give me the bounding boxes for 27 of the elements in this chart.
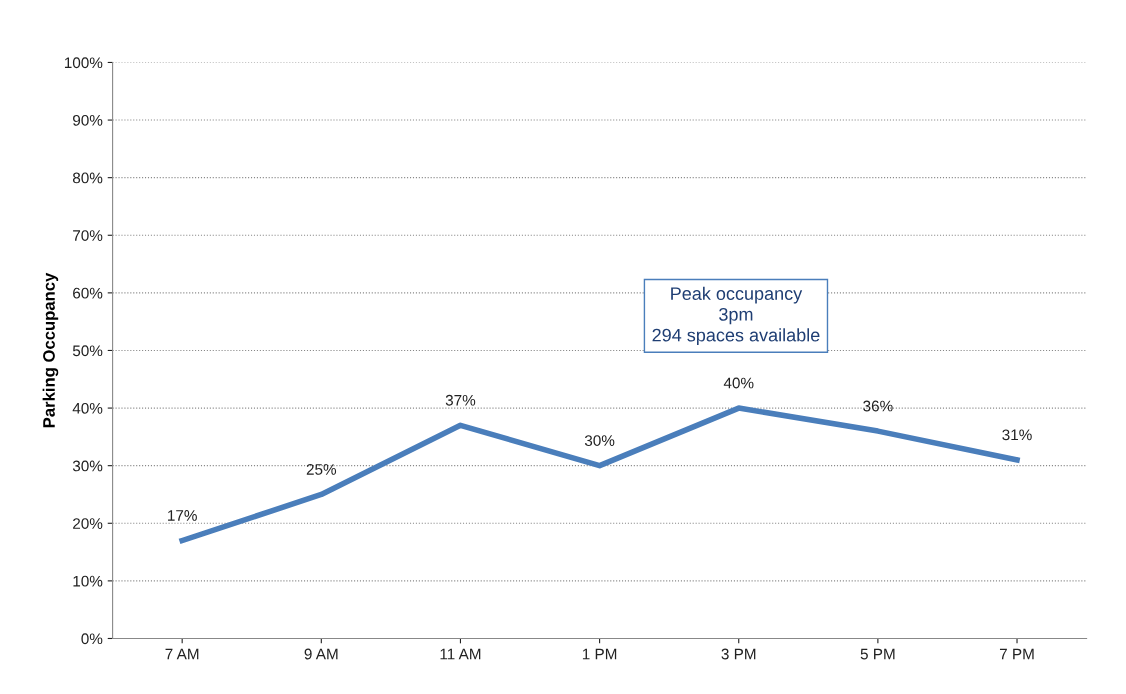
x-tick-label: 1 PM — [582, 648, 617, 660]
x-tick-label: 11 AM — [440, 648, 481, 660]
y-tick-label: 30% — [72, 460, 103, 472]
data-label: 36% — [863, 400, 893, 412]
data-label: 31% — [1002, 429, 1032, 441]
y-axis-title: Parking Occupancy — [42, 272, 59, 428]
y-tick-label: 0% — [81, 633, 103, 645]
annotation: Peak occupancy 3pm 294 spaces available — [652, 286, 820, 346]
y-tick-label: 70% — [73, 230, 103, 241]
y-tick-label: 40% — [72, 402, 103, 414]
data-label: 37% — [445, 394, 476, 406]
data-label: 30% — [584, 435, 615, 446]
y-tick-label: 80% — [72, 172, 103, 184]
data-label: 40% — [723, 377, 754, 389]
y-tick-label: 60% — [73, 287, 103, 299]
x-tick-label: 7 PM — [999, 648, 1034, 660]
y-tick-label: 90% — [73, 114, 103, 126]
x-tick-label: 5 PM — [860, 648, 895, 660]
y-tick-label: 10% — [73, 575, 103, 587]
y-tick-label: 50% — [72, 345, 103, 357]
y-tick-label: 20% — [73, 518, 103, 529]
data-label: 25% — [306, 463, 337, 475]
data-label: 17% — [168, 510, 197, 521]
x-tick-label: 3 PM — [721, 648, 756, 660]
x-tick-label: 7 AM — [165, 648, 199, 660]
y-tick-label: 100% — [64, 57, 103, 69]
x-tick-label: 9 AM — [304, 648, 338, 660]
